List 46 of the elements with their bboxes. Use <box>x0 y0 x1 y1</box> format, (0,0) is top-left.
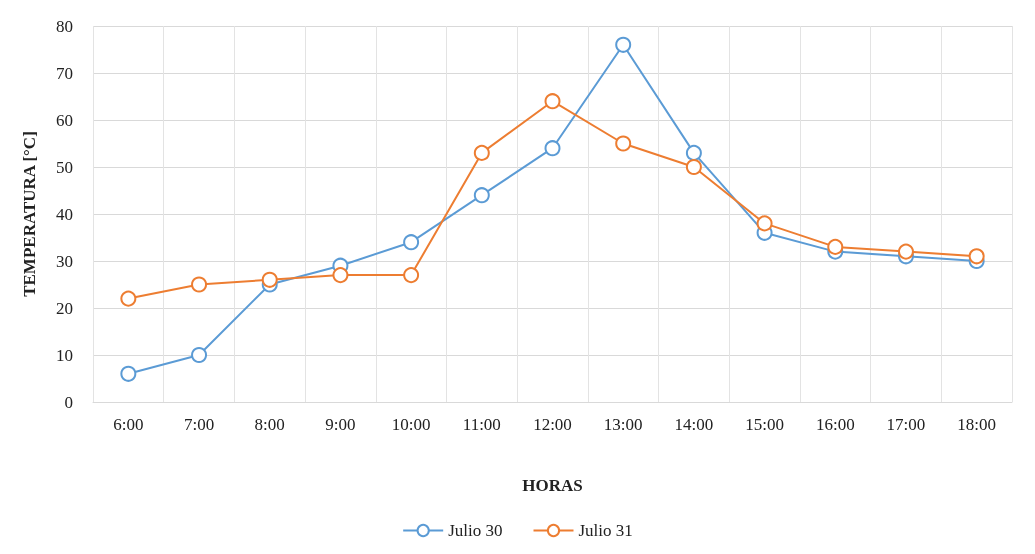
point <box>544 93 561 110</box>
y-tick-label: 80 <box>56 16 73 36</box>
x-tick-label: 7:00 <box>183 415 215 434</box>
point <box>615 36 632 53</box>
x-tick-label: 9:00 <box>325 415 356 434</box>
point <box>685 159 702 175</box>
y-tick-label: 0 <box>64 392 73 412</box>
legend-label: Julio 31 <box>578 521 633 540</box>
x-tick-label: 10:00 <box>391 415 431 434</box>
point <box>332 267 349 284</box>
x-tick-label: 8:00 <box>254 415 285 434</box>
point <box>261 271 278 288</box>
x-tick-label: 18:00 <box>957 415 997 434</box>
x-axis-title: HORAS <box>522 476 583 495</box>
x-tick-label: 11:00 <box>462 415 501 434</box>
x-tick-label: 16:00 <box>815 415 855 434</box>
x-tick-label: 13:00 <box>603 415 643 434</box>
point <box>544 140 561 157</box>
point <box>685 144 702 161</box>
y-tick-label: 10 <box>56 345 73 365</box>
point <box>615 135 632 152</box>
point <box>897 243 914 260</box>
x-tick-label: 17:00 <box>886 415 926 434</box>
y-tick-label: 60 <box>56 110 73 130</box>
y-tick-label: 20 <box>56 298 73 318</box>
point <box>403 267 420 284</box>
point <box>191 276 208 293</box>
point <box>120 290 137 307</box>
x-tick-label: 12:00 <box>533 415 572 434</box>
point <box>827 238 844 255</box>
point <box>756 215 773 232</box>
x-tick-label: 15:00 <box>745 415 784 434</box>
legend-label: Julio 30 <box>448 521 503 540</box>
point <box>403 234 420 251</box>
point <box>473 144 490 161</box>
point <box>473 187 490 204</box>
y-axis-title: TEMPERATURA [°C] <box>20 131 39 297</box>
point <box>191 347 208 363</box>
point <box>120 365 137 382</box>
y-tick-label: 70 <box>56 63 73 83</box>
y-tick-label: 30 <box>56 251 73 271</box>
x-tick-label: 14:00 <box>674 415 714 434</box>
y-tick-label: 50 <box>56 157 73 177</box>
x-tick-label: 6:00 <box>113 415 144 434</box>
point <box>968 248 985 265</box>
y-tick-label: 40 <box>56 204 73 224</box>
